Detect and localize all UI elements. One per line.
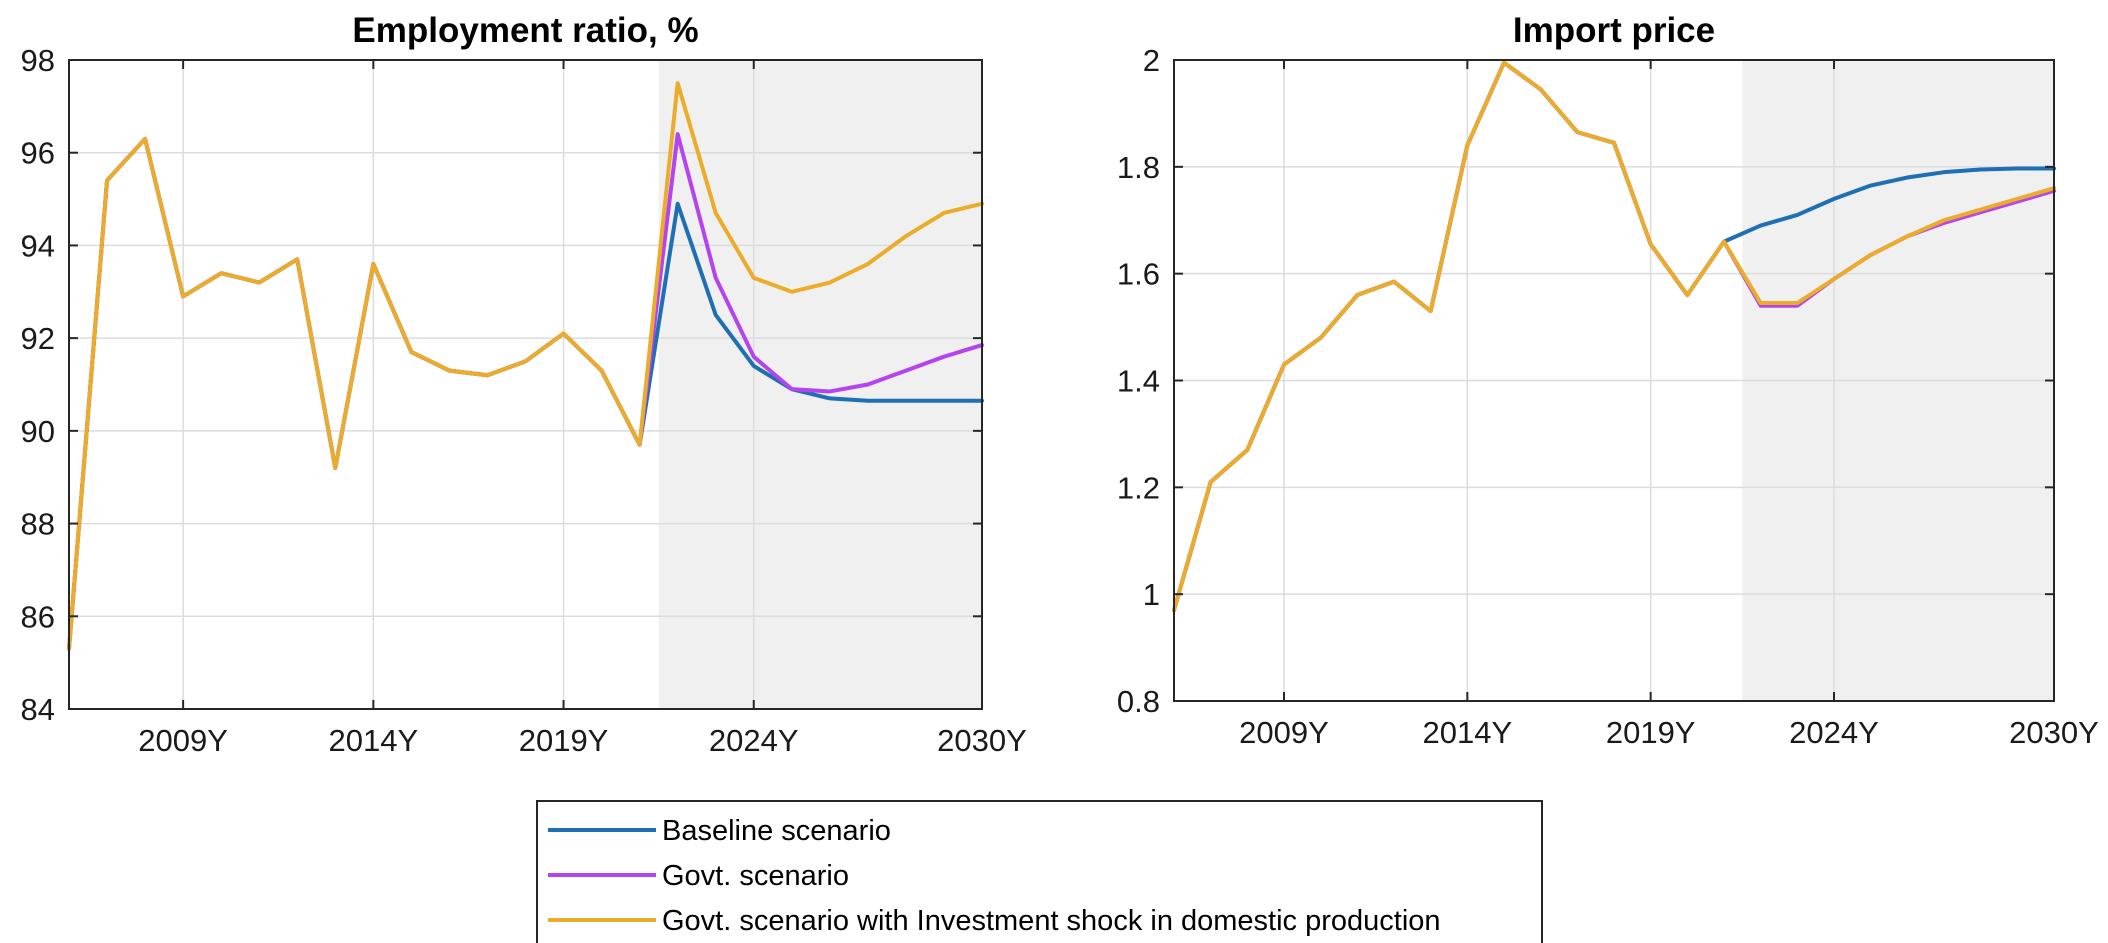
legend: Baseline scenario Govt. scenario Govt. sce…	[536, 800, 1543, 943]
legend-box	[536, 800, 1543, 943]
x-tick-label: 2024Y	[1789, 715, 1879, 750]
chart-title: Import price	[1513, 11, 1715, 50]
axes-box	[68, 59, 983, 710]
y-tick-label: 92	[21, 321, 55, 356]
legend-label-1: Baseline scenario	[662, 815, 891, 847]
x-tick-label: 2030Y	[937, 723, 1027, 758]
y-tick-label: 1	[1143, 577, 1160, 612]
series-line-3	[67, 81, 984, 651]
series-line-3	[1172, 60, 2056, 613]
y-tick-label: 98	[21, 43, 55, 78]
x-tick-label: 2019Y	[1606, 715, 1696, 750]
y-tick-label: 94	[21, 228, 55, 263]
x-tick-label: 2014Y	[1423, 715, 1513, 750]
y-tick-label: 90	[21, 414, 55, 449]
x-tick-label: 2030Y	[2009, 715, 2099, 750]
legend-label-3: Govt. scenario with Investment shock in …	[662, 905, 1441, 937]
import-price-chart: 0.8 1 1.2 1.4 1.6 1.8 2 2009Y 2014Y 2019Y 2024Y 203…	[1117, 11, 2099, 750]
x-tick-label: 2024Y	[709, 723, 799, 758]
employment-ratio-chart: 84 86 88 90 92 94 96 98 2009Y 2014Y 2019Y 2024Y 2030…	[21, 11, 1027, 758]
x-tick-label: 2014Y	[329, 723, 419, 758]
y-tick-label: 96	[21, 136, 55, 171]
y-tick-label: 1.6	[1117, 257, 1160, 292]
y-tick-label: 2	[1143, 43, 1160, 78]
y-tick-label: 84	[21, 692, 55, 727]
chart-title: Employment ratio, %	[352, 11, 698, 50]
y-tick-label: 0.8	[1117, 684, 1160, 719]
y-tick-label: 1.8	[1117, 150, 1160, 185]
x-tick-label: 2009Y	[138, 723, 228, 758]
x-tick-label: 2009Y	[1239, 715, 1329, 750]
y-tick-label: 86	[21, 599, 55, 634]
legend-label-2: Govt. scenario	[662, 860, 849, 892]
x-tick-label: 2019Y	[519, 723, 609, 758]
forecast-shading	[658, 60, 982, 709]
y-tick-label: 1.4	[1117, 364, 1160, 399]
y-tick-label: 88	[21, 507, 55, 542]
y-tick-label: 1.2	[1117, 470, 1160, 505]
